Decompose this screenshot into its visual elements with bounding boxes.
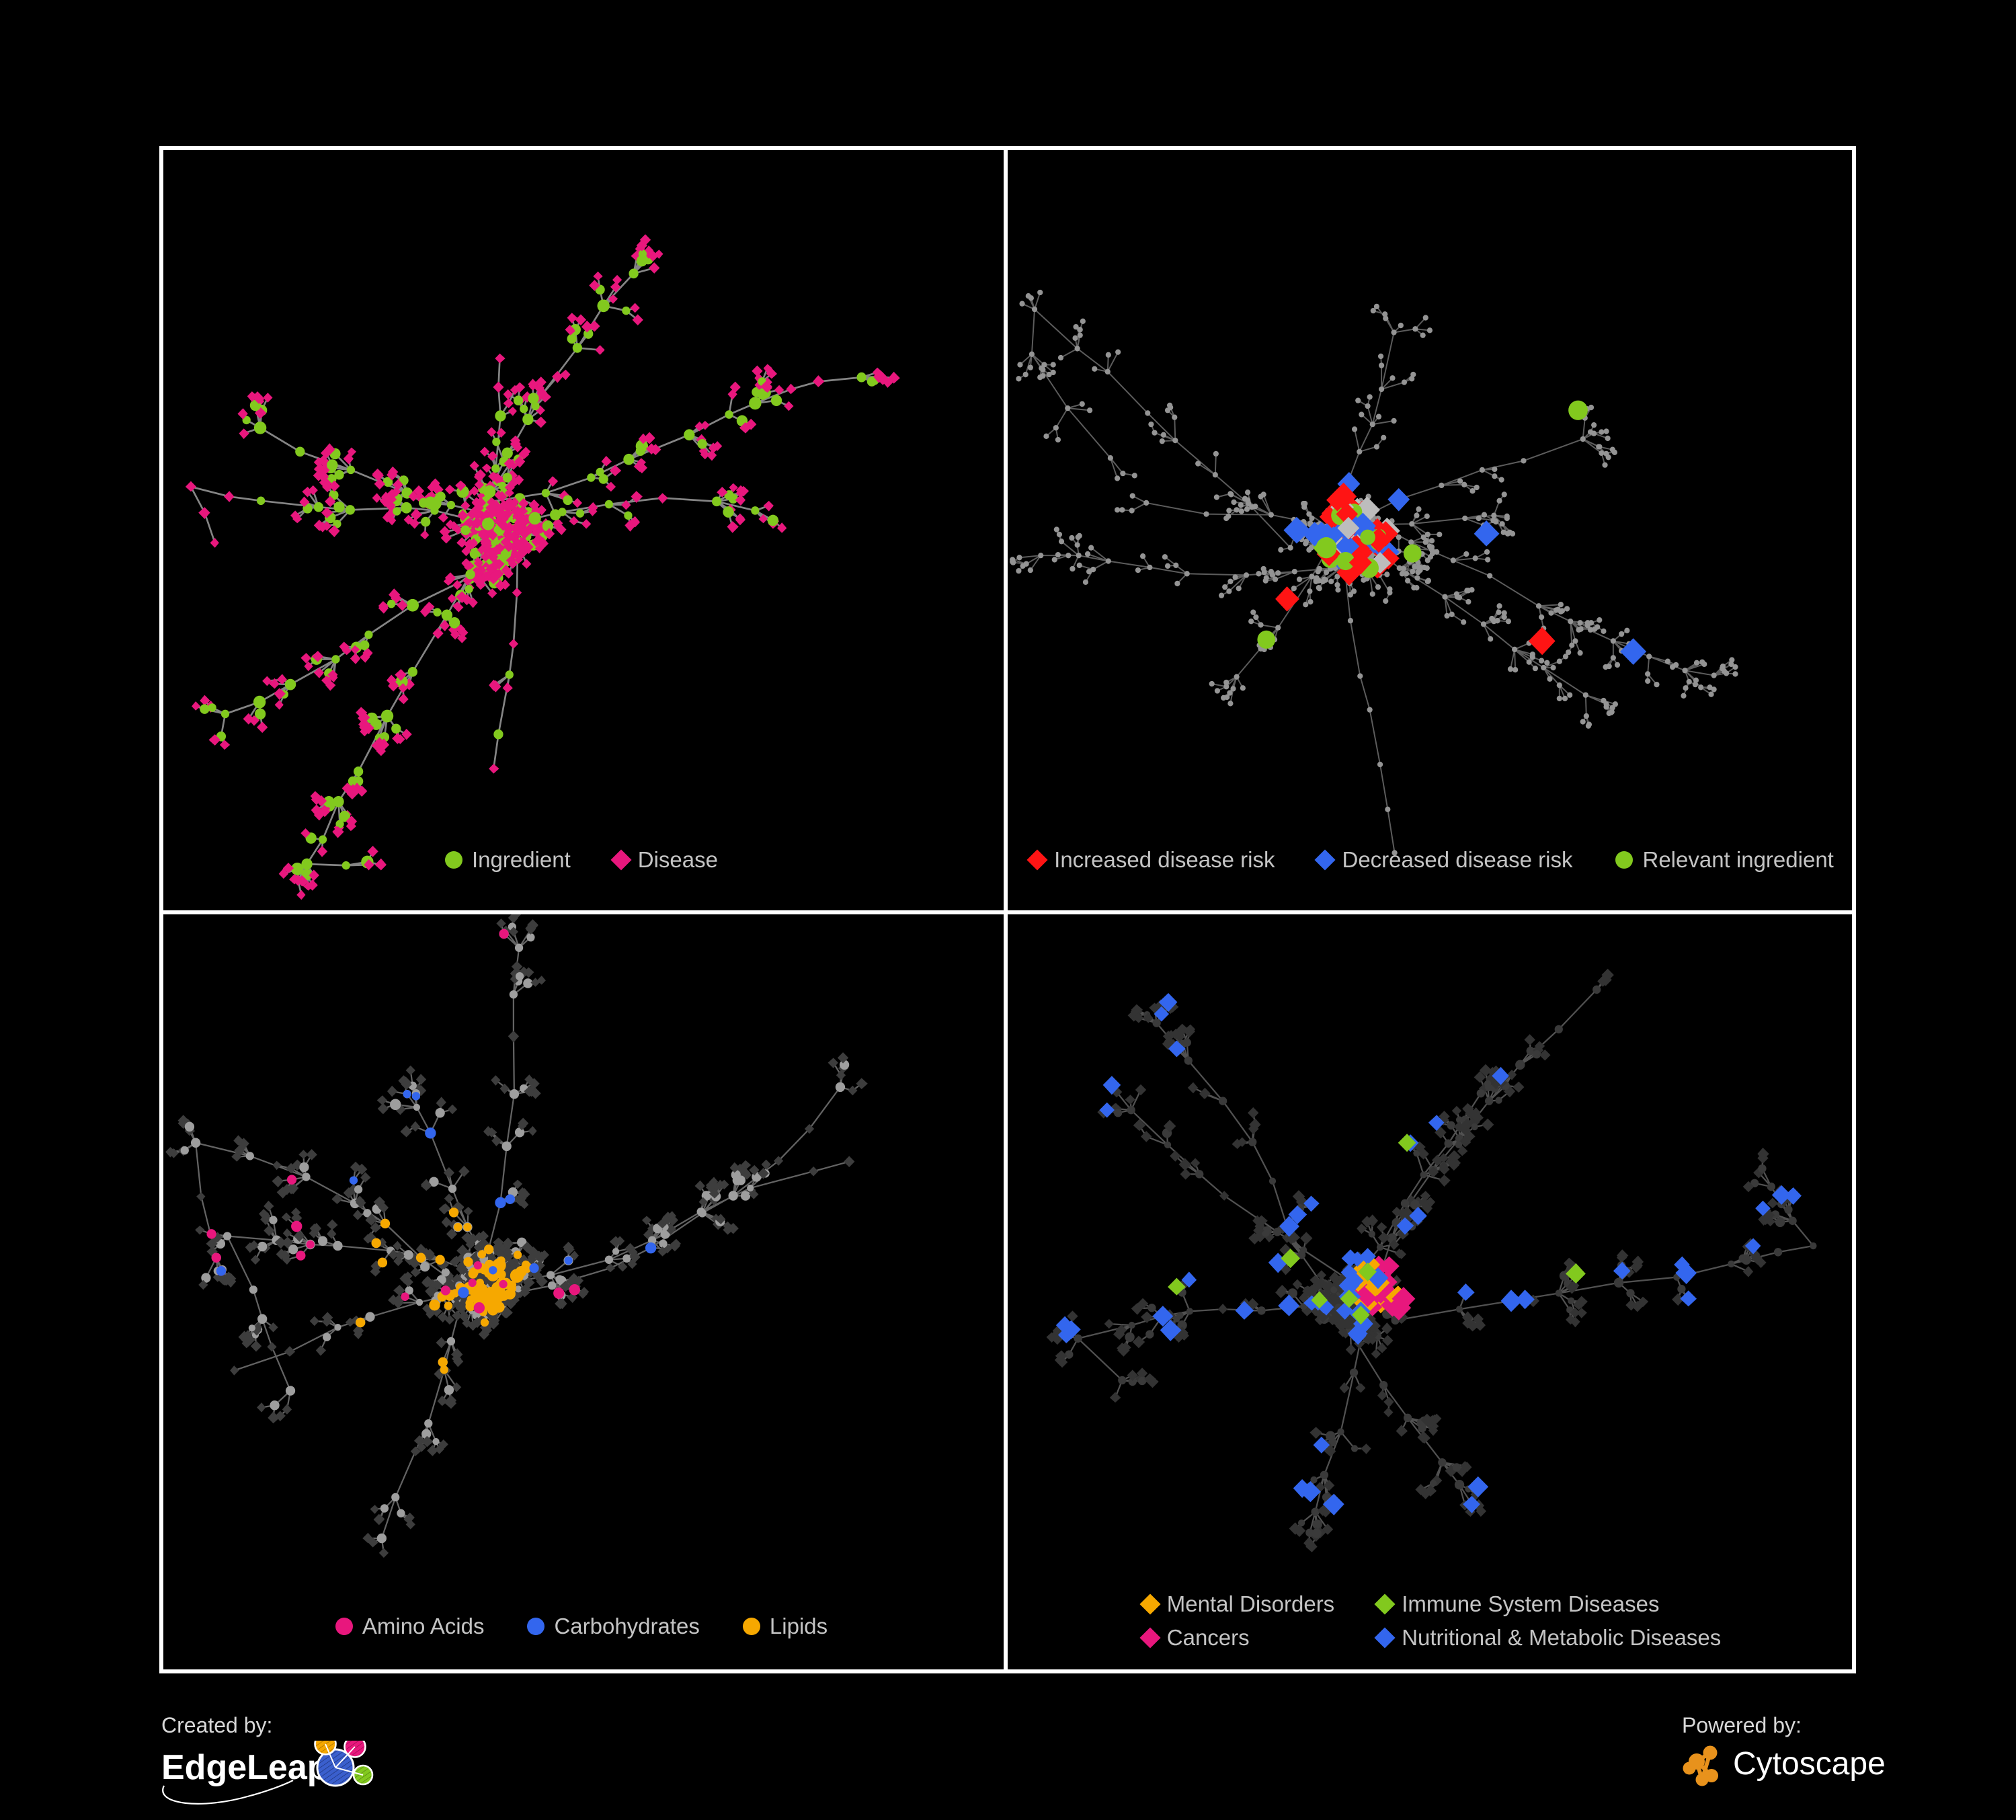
svg-text:EdgeLeap: EdgeLeap — [161, 1748, 329, 1787]
